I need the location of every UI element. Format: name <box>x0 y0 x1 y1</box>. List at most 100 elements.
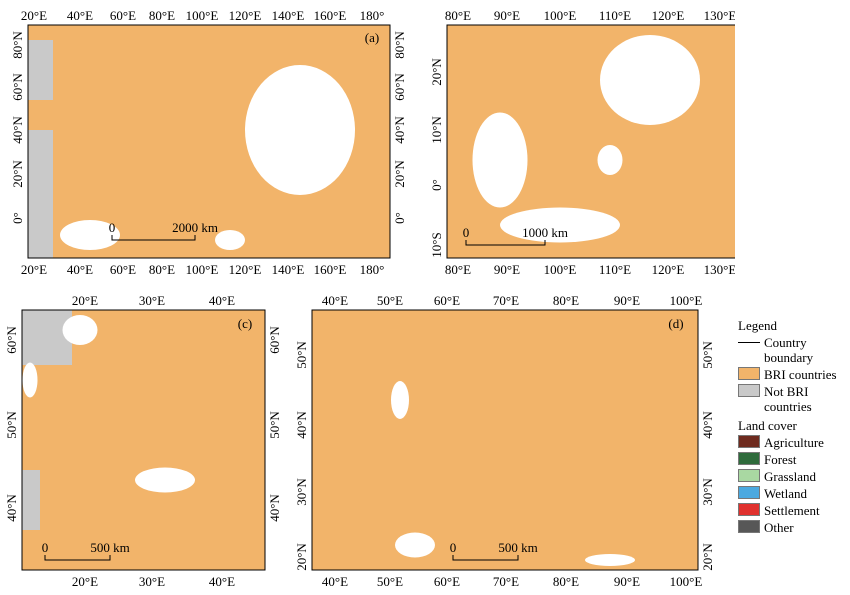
legend-row: Country boundary <box>738 335 846 365</box>
water <box>472 112 528 208</box>
legend-row: Wetland <box>738 486 846 501</box>
left-tick-label: 20°N <box>10 160 25 188</box>
boundary-line <box>738 335 760 343</box>
left-tick-label: 10°N <box>429 116 444 144</box>
water <box>391 381 409 419</box>
scale-bar <box>111 235 196 241</box>
water <box>62 315 98 345</box>
legend-row: Forest <box>738 452 846 467</box>
top-tick-label: 90°E <box>494 8 520 23</box>
bottom-tick-label: 100°E <box>186 262 219 277</box>
legend-label: Other <box>764 520 794 535</box>
map-panel: (c) 20°E 30°E 40°E 20°E 30°E 40°E 60°N 50°N 40°N 6… <box>4 293 282 589</box>
left-tick-label: 10°S <box>429 232 444 257</box>
bottom-tick-label: 110°E <box>599 262 631 277</box>
legend-row: Settlement <box>738 503 846 518</box>
right-tick-label: 60°N <box>267 326 282 354</box>
top-tick-label: 110°E <box>599 8 631 23</box>
top-tick-label: 40°E <box>209 293 235 308</box>
right-tick-label: 40°N <box>700 411 715 439</box>
legend-swatch <box>738 384 760 397</box>
scale-bar <box>452 555 519 561</box>
bottom-tick-label: 60°E <box>434 574 460 589</box>
scale-zero: 0 <box>42 540 49 555</box>
left-tick-label: 80°N <box>10 31 25 59</box>
top-tick-label: 40°E <box>322 293 348 308</box>
legend-swatch <box>738 367 760 380</box>
legend: Legend Country boundary BRI countries Not… <box>738 318 846 537</box>
water <box>500 207 620 243</box>
right-tick-label: 50°N <box>267 411 282 439</box>
top-tick-label: 130°E <box>704 8 735 23</box>
land <box>312 310 698 570</box>
non-bri-land <box>28 130 53 258</box>
legend-swatch <box>738 469 760 482</box>
top-tick-label: 100°E <box>186 8 219 23</box>
right-tick-label: 0° <box>392 212 407 224</box>
non-bri-land <box>22 310 72 365</box>
scale-label: 2000 km <box>172 220 218 235</box>
left-tick-label: 50°N <box>294 341 309 369</box>
bottom-tick-label: 100°E <box>670 574 703 589</box>
bottom-tick-label: 70°E <box>493 574 519 589</box>
legend-swatch <box>738 486 760 499</box>
top-tick-label: 180° <box>360 8 385 23</box>
right-tick-label: 40°N <box>267 494 282 522</box>
legend-label: Grassland <box>764 469 816 484</box>
water <box>215 230 245 250</box>
panel-label: (d) <box>668 316 683 331</box>
water <box>245 65 355 195</box>
scale-zero: 0 <box>463 225 470 240</box>
right-tick-label: 20°N <box>392 160 407 188</box>
legend-row: Agriculture <box>738 435 846 450</box>
right-tick-label: 50°N <box>700 341 715 369</box>
right-tick-label: 60°N <box>392 73 407 101</box>
scale-label: 1000 km <box>522 225 568 240</box>
left-tick-label: 60°N <box>4 326 19 354</box>
scale-bar <box>465 240 546 246</box>
top-tick-label: 50°E <box>377 293 403 308</box>
water <box>60 220 120 250</box>
water <box>135 467 195 493</box>
legend-subtitle: Land cover <box>738 418 797 433</box>
bottom-tick-label: 20°E <box>72 574 98 589</box>
legend-row: Not BRI countries <box>738 384 846 414</box>
bottom-tick-label: 40°E <box>322 574 348 589</box>
legend-row: Grassland <box>738 469 846 484</box>
right-tick-label: 80°N <box>392 31 407 59</box>
left-tick-label: 40°N <box>10 116 25 144</box>
left-tick-label: 0° <box>10 212 25 224</box>
bottom-tick-label: 140°E <box>272 262 305 277</box>
legend-swatch <box>738 520 760 533</box>
legend-label: Country boundary <box>764 335 814 365</box>
non-bri-land <box>28 40 53 100</box>
top-tick-label: 90°E <box>614 293 640 308</box>
legend-row: BRI countries <box>738 367 846 382</box>
legend-row: Other <box>738 520 846 535</box>
bottom-tick-label: 130°E <box>704 262 735 277</box>
top-tick-label: 160°E <box>314 8 347 23</box>
left-tick-label: 60°N <box>10 73 25 101</box>
water <box>22 362 38 398</box>
legend-swatch <box>738 503 760 516</box>
bottom-tick-label: 120°E <box>229 262 262 277</box>
right-tick-label: 20°N <box>700 543 715 571</box>
land-cover-items: Agriculture Forest Grassland Wetland Settlem… <box>738 435 846 535</box>
legend-label: Agriculture <box>764 435 824 450</box>
water <box>600 35 700 125</box>
top-tick-label: 40°E <box>67 8 93 23</box>
left-tick-label: 0° <box>429 179 444 191</box>
top-tick-label: 140°E <box>272 8 305 23</box>
scale-zero: 0 <box>109 220 116 235</box>
right-tick-label: 40°N <box>392 116 407 144</box>
top-tick-label: 20°E <box>21 8 47 23</box>
water <box>597 145 623 175</box>
right-tick-label: 30°N <box>700 478 715 506</box>
top-tick-label: 20°E <box>72 293 98 308</box>
top-tick-label: 100°E <box>544 8 577 23</box>
legend-label: BRI countries <box>764 367 837 382</box>
bottom-tick-label: 160°E <box>314 262 347 277</box>
bottom-tick-label: 80°E <box>445 262 471 277</box>
panel-frame <box>21 309 266 571</box>
map-panel: (a) 20°E 40°E 60°E 80°E 100°E 120°E 140°E 160°E 1… <box>10 8 407 277</box>
